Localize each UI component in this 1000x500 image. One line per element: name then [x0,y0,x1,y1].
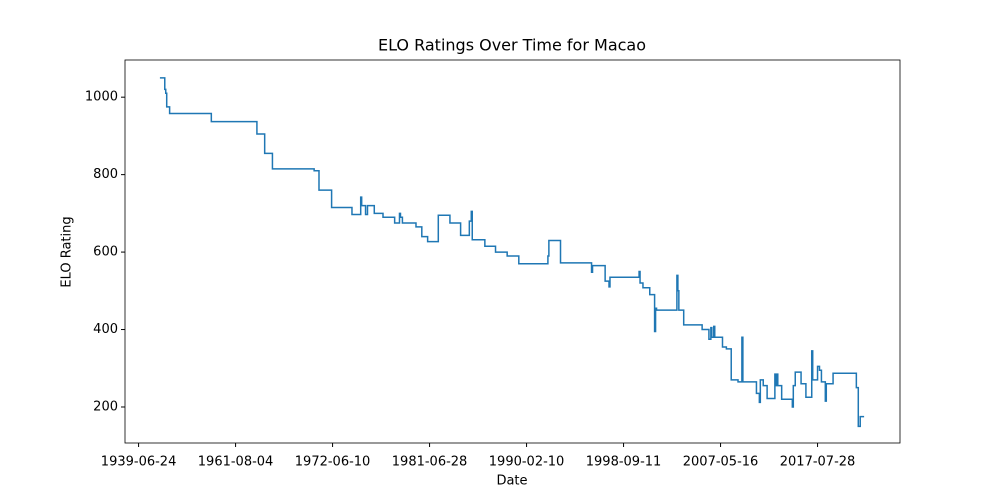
y-tick-label: 200 [93,399,118,414]
y-tick-label: 1000 [85,90,118,105]
chart-title: ELO Ratings Over Time for Macao [378,36,646,55]
x-tick-label: 1981-06-28 [392,455,468,470]
y-axis-label: ELO Rating [60,216,75,287]
x-tick-label: 1990-02-10 [489,455,565,470]
x-tick-label: 1961-08-04 [198,455,274,470]
x-tick-label: 2017-07-28 [780,455,856,470]
x-tick-label: 1998-09-11 [586,455,662,470]
line-series [159,77,865,428]
x-tick-label: 1972-06-10 [295,455,371,470]
plot-frame [124,59,901,444]
y-tick-label: 800 [93,167,118,182]
y-tick-label: 600 [93,245,118,260]
y-tick-label: 400 [93,322,118,337]
x-axis-label: Date [496,474,527,489]
x-tick-label: 1939-06-24 [101,455,177,470]
x-tick-label: 2007-05-16 [683,455,759,470]
